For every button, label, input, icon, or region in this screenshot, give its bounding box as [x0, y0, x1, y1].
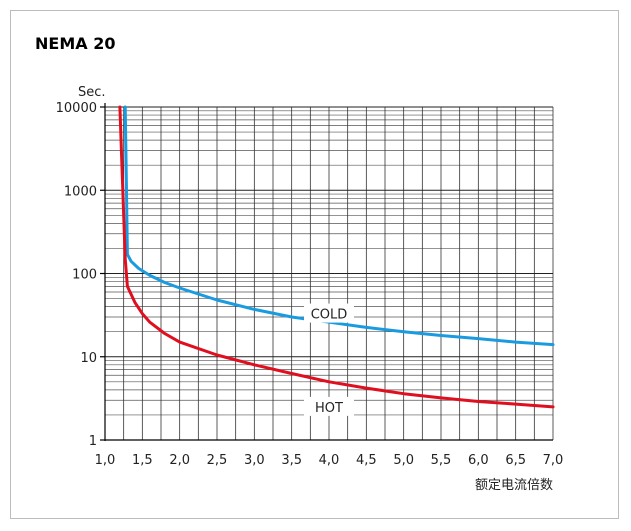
series-line-hot	[118, 105, 555, 409]
y-tick-label: 100	[72, 268, 97, 283]
chart-frame	[10, 10, 619, 519]
series-label-box	[304, 396, 354, 416]
y-tick-label: 10	[80, 351, 97, 366]
series-line-cold	[123, 105, 555, 347]
x-tick-label: 4,0	[319, 453, 340, 468]
x-tick-label: 3,5	[281, 453, 302, 468]
x-axis-label: 额定电流倍数	[475, 478, 553, 493]
chart-title: NEMA 20	[35, 34, 116, 53]
x-tick-label: 5,0	[393, 453, 414, 468]
x-tick-label: 1,0	[95, 453, 116, 468]
y-tick-label: 1	[89, 434, 97, 449]
x-tick-label: 6,5	[505, 453, 526, 468]
x-tick-label: 6,0	[468, 453, 489, 468]
x-tick-label: 5,5	[431, 453, 452, 468]
y-tick-label: 1000	[64, 184, 97, 199]
x-tick-label: 1,5	[132, 453, 153, 468]
x-tick-label: 4,5	[356, 453, 377, 468]
x-tick-label: 7,0	[543, 453, 564, 468]
y-tick-label: 10000	[56, 101, 97, 116]
y-axis-label: Sec.	[78, 85, 106, 100]
series-label-hot: HOT	[315, 401, 343, 416]
series-label-cold: COLD	[311, 308, 348, 323]
x-tick-label: 3,0	[244, 453, 265, 468]
series-label-box	[304, 303, 354, 323]
x-tick-label: 2,0	[169, 453, 190, 468]
x-tick-label: 2,5	[207, 453, 228, 468]
